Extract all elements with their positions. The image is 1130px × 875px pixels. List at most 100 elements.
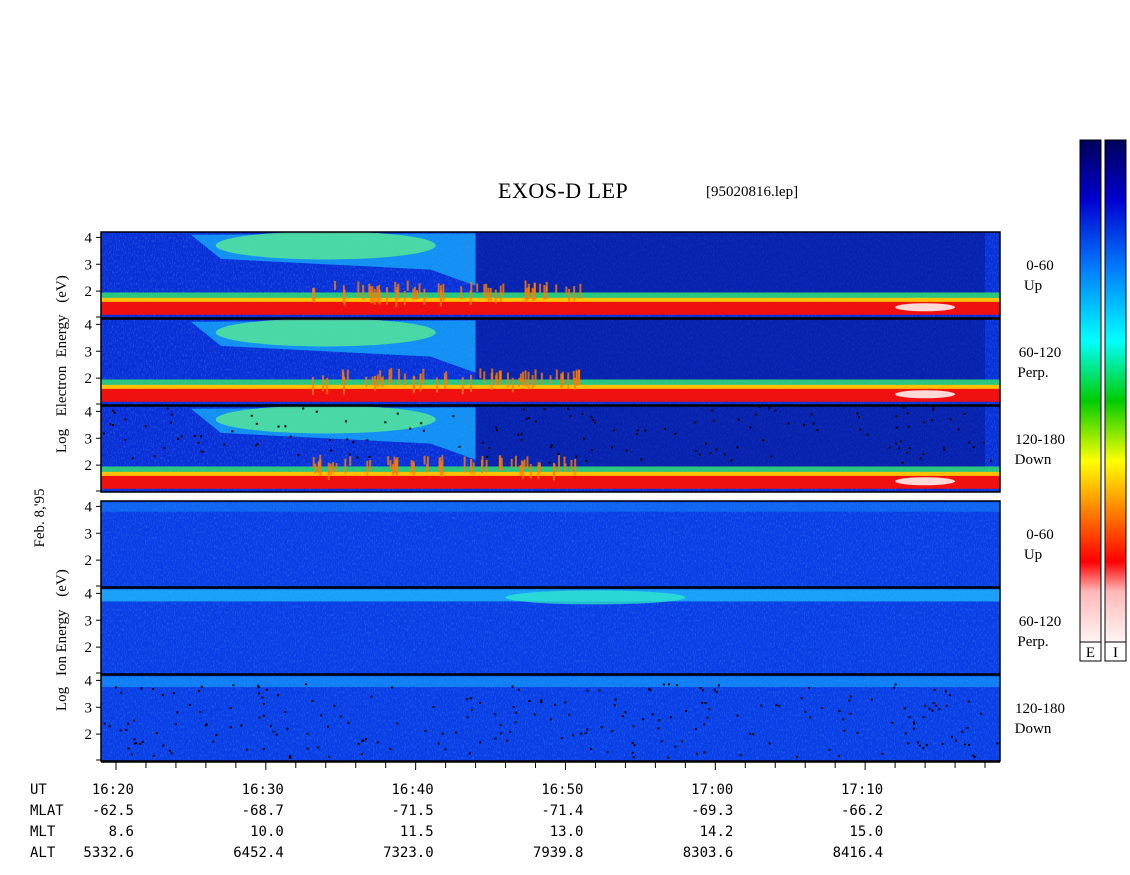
no-count-pixel <box>517 433 520 436</box>
flux-burst <box>445 371 448 385</box>
no-count-pixel <box>703 751 706 754</box>
no-count-pixel <box>212 740 215 743</box>
no-count-pixel <box>723 453 726 456</box>
no-count-pixel <box>932 702 935 705</box>
ephemeris-value: -66.2 <box>841 803 883 819</box>
flux-burst <box>567 372 570 390</box>
no-count-pixel <box>528 700 531 703</box>
flux-burst <box>524 370 527 387</box>
flux-burst <box>481 456 484 466</box>
no-count-pixel <box>495 426 498 429</box>
flux-burst <box>558 454 561 473</box>
no-count-pixel <box>941 743 944 746</box>
flux-burst <box>397 368 400 385</box>
flux-burst <box>329 463 332 475</box>
flux-burst <box>327 462 330 480</box>
no-count-pixel <box>849 695 852 698</box>
flux-burst <box>403 373 406 386</box>
no-count-pixel <box>200 685 203 688</box>
no-count-pixel <box>770 455 773 458</box>
flux-burst <box>555 369 558 381</box>
no-count-pixel <box>681 740 684 743</box>
no-count-pixel <box>632 756 635 759</box>
no-count-pixel <box>364 737 367 740</box>
panel-frame <box>100 405 1001 493</box>
flux-burst <box>311 377 314 395</box>
no-count-pixel <box>533 713 536 716</box>
no-count-pixel <box>924 704 927 707</box>
y-axis-label: (eV) <box>54 275 70 302</box>
no-count-pixel <box>258 692 261 695</box>
flux-burst <box>495 372 498 386</box>
no-count-pixel <box>240 724 243 727</box>
no-count-pixel <box>172 692 175 695</box>
no-count-pixel <box>612 429 615 432</box>
no-count-pixel <box>488 447 491 450</box>
flux-burst <box>314 463 317 474</box>
no-count-pixel <box>127 747 130 750</box>
no-count-pixel <box>409 427 412 430</box>
ephemeris-value: 16:30 <box>242 782 284 798</box>
no-count-pixel <box>901 461 904 464</box>
no-count-pixel <box>262 714 265 717</box>
no-count-pixel <box>277 425 280 428</box>
no-count-pixel <box>486 455 489 458</box>
ephemeris-value: -68.7 <box>242 803 284 819</box>
no-count-pixel <box>305 683 308 686</box>
flux-burst <box>531 287 534 302</box>
flux-burst <box>573 286 576 302</box>
no-count-pixel <box>895 442 898 445</box>
flux-burst <box>463 456 466 473</box>
color-bar-label: E <box>1086 645 1095 661</box>
flux-burst <box>534 369 537 385</box>
flux-region <box>215 405 436 434</box>
y-axis-label: Energy <box>54 609 70 653</box>
spectrogram-panel: 4 3 2 <box>85 317 1001 406</box>
no-count-pixel <box>315 410 318 413</box>
no-count-pixel <box>906 451 909 454</box>
flux-region <box>215 231 436 260</box>
flux-burst <box>322 375 325 392</box>
y-tick-label: 2 <box>85 284 93 300</box>
flux-burst <box>549 375 552 384</box>
no-count-pixel <box>569 415 572 418</box>
no-count-pixel <box>384 421 387 424</box>
no-count-pixel <box>144 425 147 428</box>
ephemeris-value: 8.6 <box>109 824 134 840</box>
no-count-pixel <box>469 697 472 700</box>
flux-band <box>101 301 1000 315</box>
flux-burst <box>418 283 421 295</box>
no-count-pixel <box>894 683 897 686</box>
no-count-pixel <box>695 728 698 731</box>
flux-burst <box>523 459 526 468</box>
no-count-pixel <box>284 425 287 428</box>
no-count-pixel <box>754 413 757 416</box>
no-count-pixel <box>932 409 935 412</box>
no-count-pixel <box>424 730 427 733</box>
flux-burst <box>483 371 486 383</box>
no-count-pixel <box>286 727 289 730</box>
no-count-pixel <box>231 430 234 433</box>
flux-burst <box>374 376 377 391</box>
flux-burst <box>540 372 543 385</box>
no-count-pixel <box>828 748 831 751</box>
flux-burst <box>511 377 514 393</box>
no-count-pixel <box>466 716 469 719</box>
no-count-pixel <box>567 407 570 410</box>
flux-burst <box>439 289 442 307</box>
flux-burst <box>332 462 335 473</box>
y-tick-label: 4 <box>85 499 93 515</box>
no-count-pixel <box>514 721 517 724</box>
flux-burst <box>522 371 525 386</box>
flux-burst <box>527 371 530 390</box>
no-count-pixel <box>963 743 966 746</box>
flux-burst <box>499 370 502 382</box>
no-count-pixel <box>520 439 523 442</box>
y-axis-label: Log <box>54 686 70 711</box>
no-count-pixel <box>919 457 922 460</box>
no-count-pixel <box>391 686 394 689</box>
flux-burst <box>422 368 425 384</box>
no-count-pixel <box>133 738 136 741</box>
no-count-pixel <box>366 439 369 442</box>
flux-burst <box>365 376 368 388</box>
